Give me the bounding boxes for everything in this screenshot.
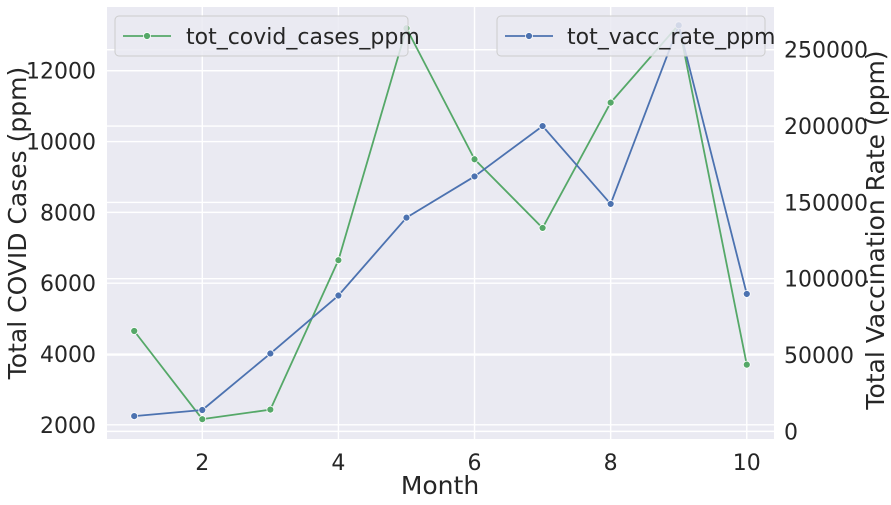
grid: [107, 7, 774, 439]
y-tick-label: 8000: [40, 201, 96, 226]
plot-background: [107, 7, 774, 439]
y2-tick-label: 150000: [784, 191, 868, 216]
data-point-vacc: [402, 213, 411, 222]
data-point-covid: [266, 405, 275, 414]
data-point-covid: [198, 415, 207, 424]
legend-vacc-swatch-marker: [525, 32, 533, 40]
legend-vacc-label: tot_vacc_rate_ppm: [567, 25, 775, 50]
x-tick-label: 10: [733, 451, 761, 476]
data-point-covid: [130, 327, 139, 335]
y-axis-label: Total COVID Cases (ppm): [3, 67, 32, 380]
y-tick-label: 12000: [26, 60, 96, 85]
x-tick-label: 4: [331, 451, 345, 476]
y2-axis-label: Total Vaccination Rate (ppm): [861, 50, 890, 410]
legend-vacc-box: [496, 15, 766, 57]
data-point-vacc: [266, 349, 275, 358]
data-point-vacc: [470, 172, 479, 181]
data-point-vacc: [606, 200, 615, 208]
legend-covid: tot_covid_cases_ppm: [114, 15, 420, 57]
y2-tick-label: 200000: [784, 115, 868, 140]
data-point-covid: [606, 98, 615, 107]
y-tick-label: 4000: [40, 343, 96, 368]
legend-covid-swatch-marker: [143, 32, 151, 40]
y2-tick-label: 0: [784, 420, 798, 445]
data-point-covid: [334, 256, 343, 265]
y2-axis-ticks: 0 50000 100000 150000 200000 250000: [784, 39, 868, 446]
y2-tick-label: 250000: [784, 39, 868, 64]
x-tick-label: 8: [604, 451, 618, 476]
data-point-covid: [470, 155, 479, 164]
y-tick-label: 10000: [26, 131, 96, 156]
x-tick-label: 2: [195, 451, 209, 476]
x-tick-label: 6: [468, 451, 482, 476]
legend-vacc: tot_vacc_rate_ppm: [496, 15, 775, 57]
data-point-vacc: [334, 291, 343, 300]
y2-tick-label: 50000: [784, 344, 854, 369]
data-point-covid: [538, 224, 547, 232]
y-axis-ticks: 2000 4000 6000 8000 10000 12000: [26, 60, 96, 439]
data-point-vacc: [538, 122, 547, 130]
legend-covid-box: [114, 15, 409, 57]
series-line-covid: [133, 23, 748, 421]
x-axis-label: Month: [401, 471, 479, 500]
data-point-vacc: [130, 412, 139, 421]
data-point-covid: [742, 360, 751, 369]
y-tick-label: 2000: [40, 414, 96, 439]
x-axis-ticks: 2 4 6 8 10: [195, 451, 760, 476]
y-tick-label: 6000: [40, 272, 96, 297]
data-point-vacc: [198, 406, 207, 414]
legend-covid-label: tot_covid_cases_ppm: [186, 25, 420, 50]
data-point-vacc: [742, 290, 751, 298]
series-line-vacc: [134, 24, 748, 417]
y2-tick-label: 100000: [784, 268, 868, 293]
